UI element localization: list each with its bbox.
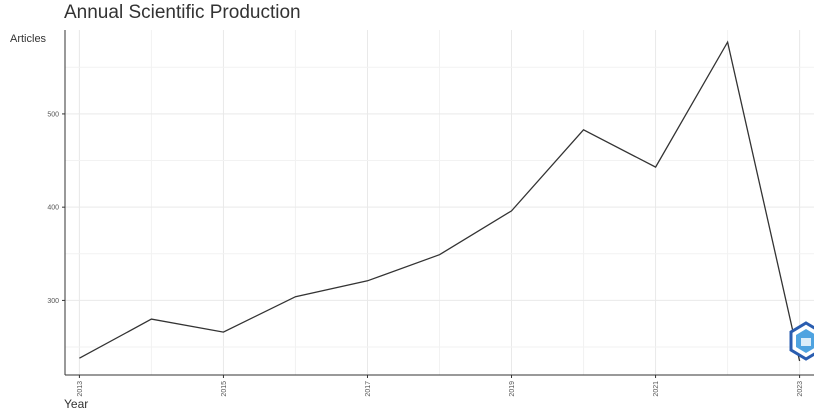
x-tick-label: 2021 xyxy=(653,381,660,397)
grid-lines xyxy=(65,30,814,375)
chart-title: Annual Scientific Production xyxy=(64,2,301,23)
app-logo-icon xyxy=(789,321,814,361)
y-axis-label: Articles xyxy=(10,33,47,45)
x-axis-label: Year xyxy=(64,397,88,411)
x-tick-label: 2023 xyxy=(797,381,804,397)
y-tick-labels: 300 400 500 xyxy=(47,111,65,305)
y-tick-label: 300 xyxy=(47,298,59,305)
x-tick-label: 2013 xyxy=(77,381,84,397)
x-tick-label: 2015 xyxy=(221,381,228,397)
series-line xyxy=(79,40,801,362)
y-tick-label: 500 xyxy=(47,111,59,118)
x-tick-label: 2019 xyxy=(509,381,516,397)
x-tick-labels: 2013 2015 2017 2019 2021 2023 xyxy=(77,375,804,397)
x-tick-label: 2017 xyxy=(365,381,372,397)
axes xyxy=(64,30,814,376)
y-tick-label: 400 xyxy=(47,205,59,212)
